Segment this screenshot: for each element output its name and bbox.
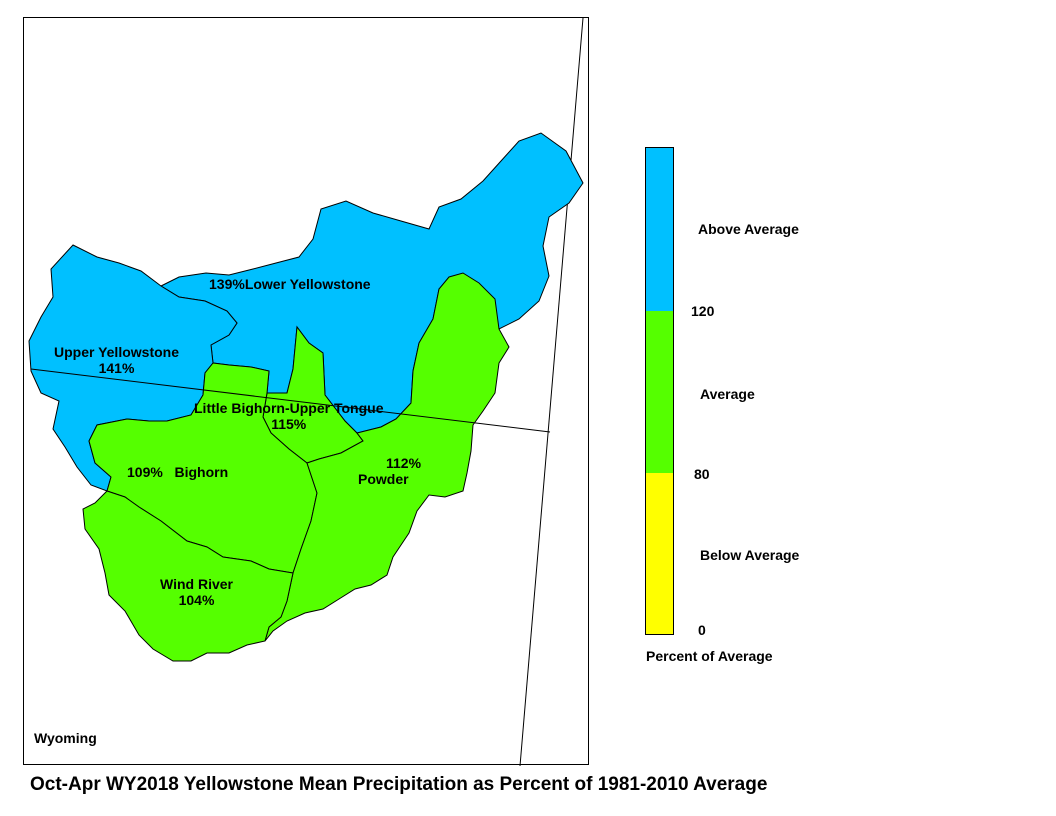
legend-swatch-above-average: [646, 148, 673, 311]
name-bighorn: Bighorn: [174, 464, 229, 480]
legend-label-above-average: Above Average: [698, 221, 799, 237]
map-frame: 139%Lower Yellowstone Upper Yellowstone …: [23, 17, 589, 766]
legend-label-below-average: Below Average: [700, 547, 800, 563]
legend-break-80: 80: [694, 466, 710, 482]
state-label: Wyoming: [34, 730, 97, 746]
legend-break-120: 120: [691, 303, 715, 319]
legend-color-bar: [645, 147, 674, 635]
label-little-bighorn-upper-tongue: Little Bighorn-Upper Tongue 115%: [194, 400, 384, 432]
label-bighorn: 109% Bighorn: [127, 464, 228, 480]
map-title: Oct-Apr WY2018 Yellowstone Mean Precipit…: [30, 774, 768, 795]
legend-break-0: 0: [698, 622, 706, 638]
basin-map: [28, 18, 584, 766]
legend-label-average: Average: [700, 386, 755, 402]
name-little-bighorn-upper-tongue: Little Bighorn-Upper Tongue: [194, 400, 384, 416]
percent-upper-yellowstone: 141%: [98, 360, 135, 376]
percent-powder: 112%: [386, 455, 422, 471]
percent-lower-yellowstone: 139%: [209, 276, 245, 292]
label-upper-yellowstone: Upper Yellowstone 141%: [54, 344, 179, 376]
name-powder: Powder: [358, 471, 409, 487]
percent-wind-river: 104%: [178, 592, 215, 608]
state-border-north: [30, 368, 551, 433]
name-wind-river: Wind River: [160, 576, 233, 592]
legend-swatch-average: [646, 311, 673, 473]
label-powder: 112% Powder: [358, 455, 421, 487]
legend-title: Percent of Average: [646, 648, 773, 664]
name-upper-yellowstone: Upper Yellowstone: [54, 344, 179, 360]
basin-wind-river: [82, 490, 294, 662]
legend-swatch-below-average: [646, 473, 673, 634]
percent-little-bighorn-upper-tongue: 115%: [271, 416, 307, 432]
label-lower-yellowstone: 139%Lower Yellowstone: [209, 276, 371, 292]
name-lower-yellowstone: Lower Yellowstone: [244, 276, 371, 292]
state-border-east: [519, 18, 584, 766]
label-wind-river: Wind River 104%: [160, 576, 233, 608]
percent-bighorn: 109%: [127, 464, 163, 480]
